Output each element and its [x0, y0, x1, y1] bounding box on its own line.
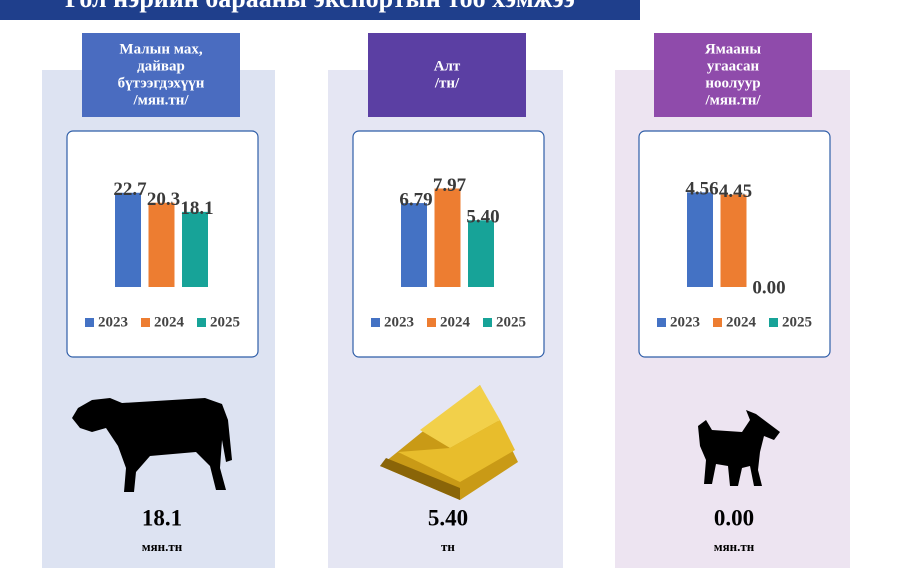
legend-swatch	[713, 318, 722, 327]
chart-title: Малын мах, дайвар бүтээгдэхүүн/мян.тн/	[118, 42, 205, 109]
legend-label: 2025	[210, 314, 240, 330]
legend-label: 2025	[496, 314, 526, 330]
bar	[148, 202, 175, 287]
value-label: 6.79	[399, 189, 432, 210]
value-label: 4.56	[685, 179, 718, 200]
legend-swatch	[769, 318, 778, 327]
legend-label: 2024	[726, 314, 757, 330]
chart-title: Алт/тн/	[434, 59, 461, 92]
legend-label: 2023	[670, 314, 700, 330]
value-label: 0.00	[752, 277, 785, 298]
value-label: 4.45	[719, 181, 752, 202]
legend-label: 2023	[98, 314, 128, 330]
legend-label: 2024	[154, 314, 185, 330]
legend-swatch	[371, 318, 380, 327]
value-label: 5.40	[466, 207, 499, 228]
bar	[468, 220, 494, 287]
summary-unit: мян.тн	[714, 539, 755, 554]
bar	[720, 194, 747, 287]
legend-label: 2025	[782, 314, 812, 330]
header-bar	[0, 0, 640, 20]
legend-swatch	[427, 318, 436, 327]
bar	[687, 192, 713, 287]
summary-value: 0.00	[714, 505, 754, 530]
title-box	[82, 33, 240, 117]
bar	[401, 203, 427, 287]
bar	[182, 211, 208, 287]
title-box	[368, 33, 526, 117]
goat-icon	[698, 410, 780, 486]
legend-label: 2024	[440, 314, 471, 330]
title-box	[654, 33, 812, 117]
legend-swatch	[141, 318, 150, 327]
summary-value: 5.40	[428, 505, 468, 530]
legend-label: 2023	[384, 314, 414, 330]
bar	[115, 192, 141, 287]
legend-swatch	[85, 318, 94, 327]
legend-swatch	[197, 318, 206, 327]
header-title: Гол нэрийн барааны экспортын тоо хэмжээ	[65, 0, 575, 13]
value-label: 7.97	[433, 175, 467, 196]
gold-icon	[380, 385, 518, 500]
legend-swatch	[483, 318, 492, 327]
bar	[434, 188, 461, 287]
chart-title: Ямааны угаасан ноолуур/мян.тн/	[704, 42, 761, 109]
legend-swatch	[657, 318, 666, 327]
cow-icon	[72, 398, 232, 492]
value-label: 18.1	[180, 198, 213, 219]
value-label: 22.7	[113, 179, 147, 200]
summary-value: 18.1	[142, 505, 182, 530]
summary-unit: тн	[441, 539, 455, 554]
value-label: 20.3	[147, 189, 180, 210]
summary-unit: мян.тн	[142, 539, 183, 554]
